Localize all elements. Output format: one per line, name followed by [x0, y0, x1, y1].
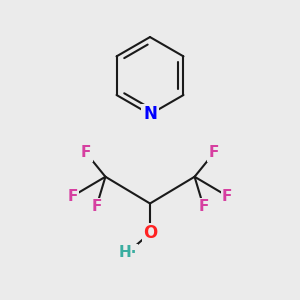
Text: N: N	[143, 105, 157, 123]
Text: F: F	[222, 189, 232, 204]
Text: O: O	[143, 224, 157, 242]
Text: H·: H·	[118, 245, 137, 260]
Text: F: F	[91, 199, 102, 214]
Text: F: F	[209, 146, 219, 160]
Text: F: F	[198, 199, 209, 214]
Text: F: F	[81, 146, 91, 160]
Text: F: F	[68, 189, 78, 204]
